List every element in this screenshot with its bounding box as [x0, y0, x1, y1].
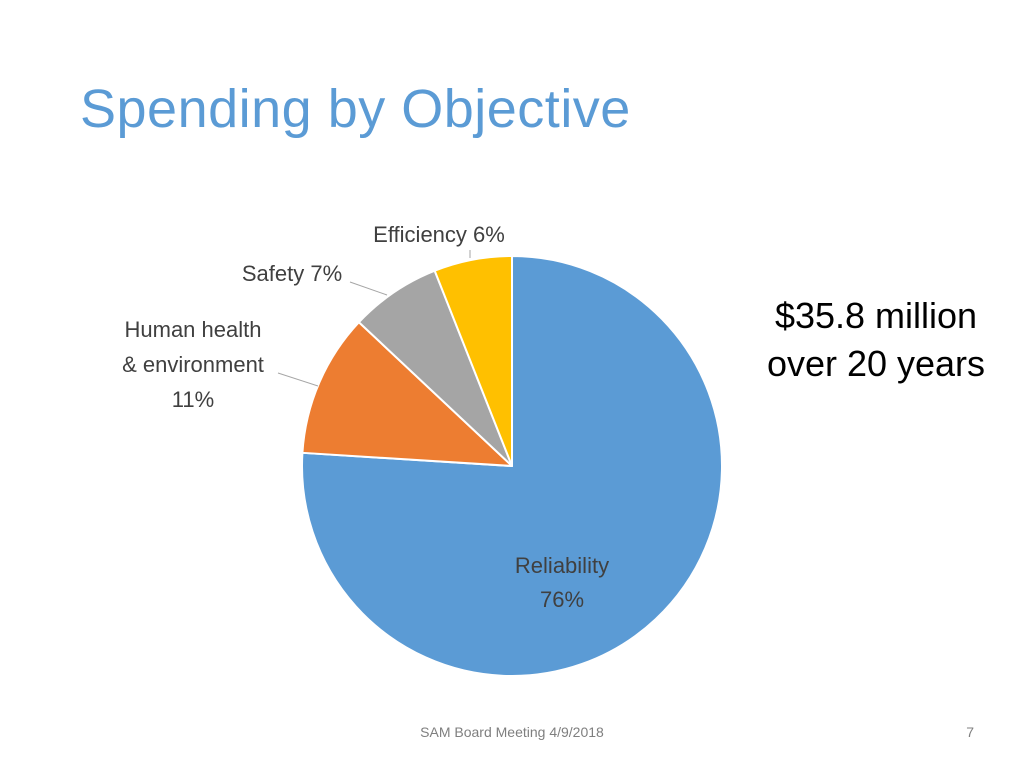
pie-slices: [301, 255, 723, 677]
data-label-efficiency: Efficiency 6%: [373, 222, 505, 247]
footer-text: SAM Board Meeting 4/9/2018: [420, 724, 604, 740]
pie-slice-human-health-environment: [301, 321, 513, 467]
slide-title: Spending by Objective: [80, 79, 631, 139]
pie-slice-reliability: [301, 255, 723, 677]
leader-line: [349, 281, 388, 296]
page-number: 7: [966, 724, 974, 740]
pie-slice-efficiency: [433, 255, 513, 467]
callout-amount: $35.8 million: [774, 295, 978, 336]
data-label-human-health-environment: Human health & environment 11%: [122, 317, 264, 412]
data-label-safety: Safety 7%: [242, 261, 342, 286]
leader-line: [277, 372, 319, 387]
total-callout: $35.8 million over 20 years: [740, 292, 1012, 388]
data-label-reliability: Reliability 76%: [515, 553, 609, 612]
callout-period: over 20 years: [766, 343, 986, 384]
